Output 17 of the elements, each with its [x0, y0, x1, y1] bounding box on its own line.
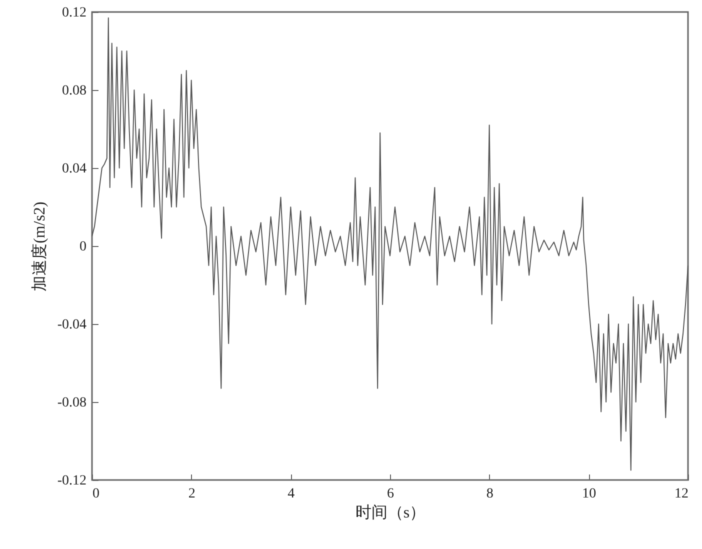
x-tick-label: 6 — [387, 486, 394, 502]
x-tick-label: 2 — [188, 486, 196, 502]
y-tick-label: 0.08 — [62, 84, 86, 98]
y-tick-label: -0.12 — [57, 474, 86, 488]
y-tick-label: -0.04 — [57, 318, 86, 332]
line-series — [92, 17, 688, 471]
x-tick-label: 4 — [288, 486, 295, 502]
y-axis-title: 加速度(m/s2) — [30, 202, 48, 292]
y-tick-label: 0 — [80, 240, 86, 254]
y-tick-label: -0.08 — [57, 396, 86, 410]
x-tick-label: 10 — [582, 486, 596, 502]
x-tick-label: 8 — [486, 486, 494, 502]
x-axis-title: 时间（s） — [355, 504, 426, 522]
y-tick-label: 0.12 — [62, 6, 86, 20]
y-tick-label: 0.04 — [62, 162, 86, 176]
x-tick-label: 0 — [92, 486, 100, 502]
x-tick-label: 12 — [674, 486, 688, 502]
